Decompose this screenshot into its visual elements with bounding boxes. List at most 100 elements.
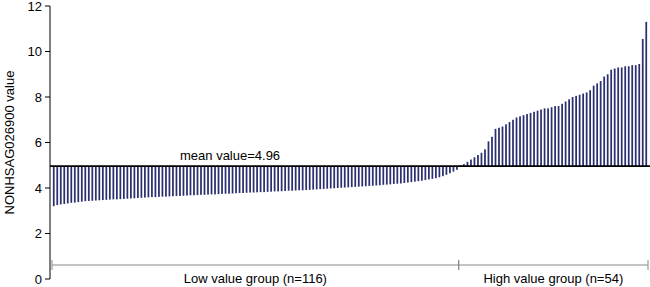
bar [221,166,223,194]
bracket-end [458,260,459,270]
bar [579,95,581,166]
bar [621,67,623,166]
bar [67,166,69,203]
bar [572,97,574,166]
bar [102,166,104,200]
bar [169,166,171,196]
bar [91,166,93,201]
bar [123,166,125,199]
bar [610,70,612,166]
bar [274,166,276,191]
bar [379,166,381,185]
bar [488,141,490,166]
bar [477,155,479,166]
bar [347,166,349,187]
bar [537,111,539,167]
bar [512,120,514,166]
bar [502,127,504,167]
bar [105,166,107,200]
bar [449,166,451,173]
bar [242,166,244,193]
bar [295,166,297,190]
y-tick-label: 0 [35,272,42,287]
bar [593,86,595,167]
bar [582,94,584,167]
bracket-end [52,260,53,270]
bar [176,166,178,196]
bar [214,166,216,194]
y-tick-label: 4 [35,181,42,196]
bar [127,166,129,199]
bar [246,166,248,193]
bar [53,166,55,206]
bar [179,166,181,196]
bar [130,166,132,198]
mean-line [50,165,650,167]
bar [337,166,339,188]
y-tick [45,6,50,7]
bar [277,166,279,191]
bar [112,166,114,199]
y-tick-label: 10 [28,44,42,59]
bar [453,166,455,171]
bar [74,166,76,202]
bar [498,128,500,166]
chart: mean value=4.96024681012NONHSAG026900 va… [0,0,650,287]
bar [312,166,314,189]
bar [495,129,497,166]
bar [368,166,370,186]
bracket-end [458,260,459,270]
bar [319,166,321,189]
bar [435,166,437,178]
bar [565,102,567,167]
bar [596,83,598,166]
bar [428,166,430,179]
bar [393,166,395,184]
bar [144,166,146,197]
bar [284,166,286,191]
bar [558,106,560,166]
bar [326,166,328,189]
bar [603,77,605,167]
y-tick-label: 12 [28,0,42,14]
bar [211,166,213,194]
bar [530,113,532,166]
bar [158,166,160,197]
bar [172,166,174,196]
bar [204,166,206,195]
bar [260,166,262,192]
bars [53,22,647,206]
bar [134,166,136,198]
bar [442,166,444,176]
bar [519,116,521,166]
bar [270,166,272,191]
y-tick [45,142,50,143]
bar [316,166,318,189]
bar [396,166,398,184]
y-tick [45,188,50,189]
bar [291,166,293,191]
bar [302,166,304,190]
bar [410,166,412,182]
bar [281,166,283,191]
bar [253,166,255,192]
bar [151,166,153,197]
bar [305,166,307,190]
bar [256,166,258,192]
bar [95,166,97,200]
bar [635,65,637,166]
bar [155,166,157,197]
bar [645,22,647,166]
bar [607,74,609,166]
bar [375,166,377,185]
y-tick-label: 6 [35,135,42,150]
group-label: High value group (n=54) [483,271,623,286]
bar [421,166,423,181]
bar [432,166,434,179]
group-bracket [52,265,459,266]
bar [372,166,374,186]
bar [344,166,346,187]
bar [162,166,164,196]
bar [263,166,265,192]
bar [628,66,630,166]
